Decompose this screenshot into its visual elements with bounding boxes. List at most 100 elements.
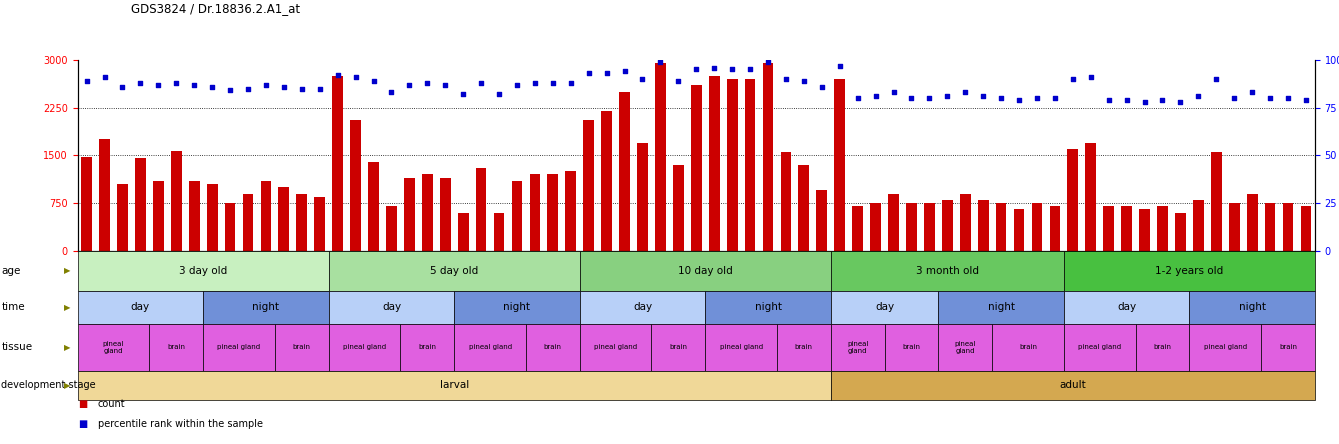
Bar xyxy=(1265,203,1276,251)
Point xyxy=(919,95,940,102)
Text: day: day xyxy=(1117,302,1137,313)
Point xyxy=(811,83,833,90)
Point xyxy=(506,81,528,88)
Bar xyxy=(652,324,706,371)
Text: day: day xyxy=(874,302,894,313)
Point xyxy=(453,91,474,98)
Text: count: count xyxy=(98,399,126,409)
Text: brain: brain xyxy=(670,345,687,350)
Point xyxy=(596,70,617,77)
Point xyxy=(489,91,510,98)
Point xyxy=(560,79,581,87)
Bar xyxy=(225,203,236,251)
Bar xyxy=(992,324,1065,371)
Text: night: night xyxy=(754,302,782,313)
Bar xyxy=(441,178,451,251)
Bar xyxy=(830,324,885,371)
Text: pineal
gland: pineal gland xyxy=(848,341,869,354)
Bar xyxy=(1189,291,1315,324)
Bar xyxy=(708,76,719,251)
Bar xyxy=(204,324,274,371)
Bar xyxy=(99,139,110,251)
Text: ▶: ▶ xyxy=(64,343,70,352)
Point xyxy=(1205,75,1227,83)
Point xyxy=(865,93,886,100)
Text: development stage: development stage xyxy=(1,380,96,390)
Bar xyxy=(817,190,828,251)
Text: brain: brain xyxy=(1279,345,1297,350)
Bar xyxy=(368,162,379,251)
Bar xyxy=(924,203,935,251)
Point xyxy=(703,64,724,71)
Bar xyxy=(1065,324,1135,371)
Point xyxy=(291,85,312,92)
Text: 3 month old: 3 month old xyxy=(916,266,979,276)
Bar xyxy=(458,213,469,251)
Point xyxy=(1115,96,1137,103)
Text: ■: ■ xyxy=(78,399,87,409)
Point xyxy=(758,58,779,65)
Point xyxy=(166,79,187,87)
Bar xyxy=(78,324,150,371)
Text: night: night xyxy=(988,302,1015,313)
Point xyxy=(722,66,743,73)
Point xyxy=(882,89,904,96)
Bar xyxy=(422,174,432,251)
Bar xyxy=(1031,203,1042,251)
Bar xyxy=(939,291,1065,324)
Point xyxy=(256,81,277,88)
Point xyxy=(183,81,205,88)
Bar xyxy=(1139,210,1150,251)
Text: pineal gland: pineal gland xyxy=(469,345,511,350)
Bar xyxy=(1157,206,1168,251)
Bar xyxy=(475,168,486,251)
Text: ■: ■ xyxy=(78,419,87,429)
Bar xyxy=(328,251,580,291)
Bar xyxy=(870,203,881,251)
Point xyxy=(435,81,457,88)
Text: pineal gland: pineal gland xyxy=(343,345,386,350)
Bar xyxy=(691,85,702,251)
Bar xyxy=(78,251,328,291)
Bar xyxy=(242,194,253,251)
Bar xyxy=(78,371,830,400)
Bar xyxy=(941,200,952,251)
Bar xyxy=(1176,213,1186,251)
Bar xyxy=(511,181,522,251)
Point xyxy=(1295,96,1316,103)
Text: time: time xyxy=(1,302,25,313)
Text: brain: brain xyxy=(1153,345,1172,350)
Text: pineal
gland: pineal gland xyxy=(955,341,976,354)
Bar xyxy=(328,324,400,371)
Text: pineal gland: pineal gland xyxy=(217,345,261,350)
Bar xyxy=(637,143,648,251)
Point xyxy=(1026,95,1047,102)
Text: night: night xyxy=(1239,302,1265,313)
Bar xyxy=(1283,203,1293,251)
Bar xyxy=(777,324,830,371)
Point xyxy=(632,75,653,83)
Point xyxy=(201,83,222,90)
Point xyxy=(147,81,169,88)
Bar xyxy=(1189,324,1261,371)
Bar xyxy=(261,181,272,251)
Point xyxy=(363,77,384,84)
Bar xyxy=(674,165,684,251)
Bar xyxy=(580,324,652,371)
Bar xyxy=(830,291,939,324)
Point xyxy=(613,68,635,75)
Bar xyxy=(960,194,971,251)
Bar xyxy=(494,213,505,251)
Bar xyxy=(885,324,939,371)
Bar xyxy=(454,324,526,371)
Bar xyxy=(1086,143,1097,251)
Text: ▶: ▶ xyxy=(64,266,70,275)
Point xyxy=(345,74,367,81)
Point xyxy=(1081,74,1102,81)
Point xyxy=(1098,96,1119,103)
Bar xyxy=(798,165,809,251)
Text: pineal gland: pineal gland xyxy=(1078,345,1121,350)
Bar xyxy=(78,291,204,324)
Bar xyxy=(763,63,774,251)
Point xyxy=(936,93,957,100)
